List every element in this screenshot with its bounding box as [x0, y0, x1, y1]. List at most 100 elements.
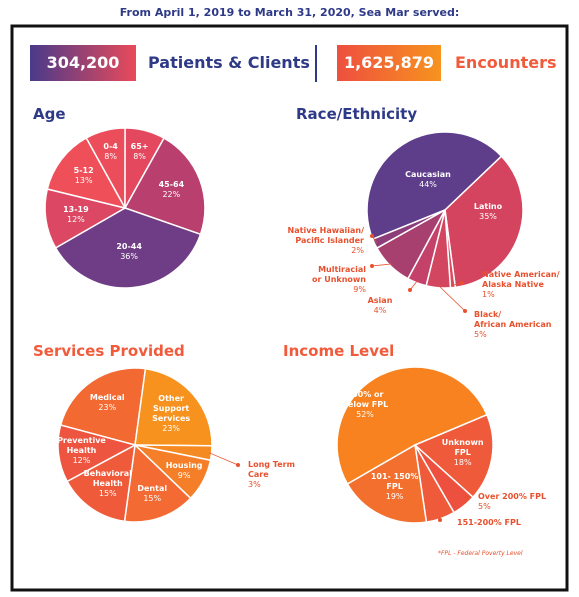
slice-label: Asian 4% [368, 296, 393, 316]
slice-label: Medical 23% [90, 393, 125, 413]
category-label: Preventive Health [57, 436, 106, 456]
slice-label: Other Support Services 23% [152, 394, 190, 434]
category-label: Multiracial or Unknown [311, 265, 366, 284]
category-label: 5-12 [73, 166, 94, 176]
slice-label: 5-12 13% [74, 166, 94, 186]
leader-dot [463, 309, 467, 313]
footnote: *FPL - Federal Poverty Level [438, 550, 523, 557]
category-label: 100% or Below FPL [341, 390, 389, 409]
slice-label: Over 200% FPL 5% [478, 492, 546, 512]
leader-line [438, 285, 466, 312]
value-label: 52% [356, 410, 374, 419]
value-label: 44% [419, 180, 437, 189]
value-label: 5% [474, 330, 487, 339]
slice-label: Black/ African American 5% [474, 310, 551, 340]
category-label: 45-64 [158, 180, 185, 190]
frame [10, 24, 569, 592]
pie-slice [336, 366, 488, 486]
category-label: 13-19 [63, 204, 89, 214]
slice-label: Caucasian 44% [405, 170, 451, 190]
category-label: Behavioral Health [83, 469, 132, 489]
stat-label: Encounters [455, 53, 557, 72]
value-label: 8% [104, 152, 117, 162]
category-label: Housing [165, 460, 203, 470]
leader-line [209, 452, 239, 466]
leader-line [409, 280, 418, 291]
pie-slice [46, 137, 127, 210]
pie-slice [59, 367, 147, 446]
slice-label: Native Hawaiian/ Pacific Islander 2% [288, 226, 364, 256]
value-label: 19% [385, 492, 404, 502]
value-label: 36% [120, 251, 138, 261]
slice-label: Dental 15% [137, 484, 167, 504]
value-label: 8% [133, 152, 146, 162]
category-label: Unknown FPL [441, 438, 484, 458]
slice-label: Long Term Care 3% [248, 460, 295, 490]
category-label: Other Support Services [152, 393, 191, 423]
pie-slice [54, 207, 202, 289]
value-label: 1% [482, 290, 495, 299]
stat-box: 1,625,879 [337, 45, 441, 81]
value-label: 3% [248, 480, 261, 489]
slice-label: 20-44 36% [116, 242, 142, 262]
pie-slice [366, 131, 503, 241]
slice-label: 151-200% FPL [457, 518, 521, 528]
category-label: Medical [89, 393, 125, 403]
category-label: Dental [137, 484, 168, 494]
leader-dot [460, 281, 464, 285]
value-label: 22% [162, 190, 181, 200]
slice-label: Behavioral Health 15% [84, 469, 132, 499]
pie-slice [346, 443, 428, 524]
pie-slice [57, 424, 138, 483]
pie-slice [413, 413, 494, 499]
chart-title: Services Provided [33, 342, 185, 360]
slice-label: 100% or Below FPL 52% [342, 390, 388, 420]
chart-title: Age [33, 105, 66, 123]
category-label: Native Hawaiian/ Pacific Islander [287, 226, 364, 245]
category-label: Caucasian [405, 170, 451, 179]
value-label: 35% [479, 212, 497, 221]
slice-label: Latino 35% [474, 202, 502, 222]
category-label: 65+ [130, 142, 149, 152]
leader-dot [236, 463, 240, 467]
slice-label: Housing 9% [166, 461, 203, 481]
slice-label: Native American/ Alaska Native 1% [482, 270, 559, 300]
value-label: 9% [177, 470, 191, 480]
header-title: From April 1, 2019 to March 31, 2020, Se… [119, 6, 460, 19]
category-label: 151-200% FPL [457, 518, 521, 527]
value-label: 23% [98, 403, 117, 413]
leader-dot [370, 234, 374, 238]
value-label: 13% [74, 176, 93, 186]
slice-label: Unknown FPL 18% [442, 438, 484, 468]
value-label: 15% [98, 489, 117, 499]
pie-slice [444, 155, 524, 289]
category-label: Black/ African American [474, 310, 552, 329]
value-label: 23% [162, 423, 181, 433]
category-label: Long Term Care [248, 460, 295, 479]
value-label: 12% [72, 456, 91, 466]
slice-label: Preventive Health 12% [57, 436, 106, 466]
value-label: 9% [353, 285, 366, 294]
slice-label: 45-64 22% [159, 180, 185, 200]
pie-slice [134, 367, 213, 447]
value-label: 4% [373, 306, 387, 315]
category-label: Latino [473, 202, 503, 211]
leader-dot [370, 264, 374, 268]
slice-label: 13-19 12% [63, 205, 89, 225]
slice-label: 101- 150% FPL 19% [371, 472, 419, 502]
pie-slice [123, 137, 206, 236]
leader-dot [408, 288, 412, 292]
value-label: 5% [478, 502, 491, 511]
pie-slice [66, 443, 136, 523]
value-label: 12% [67, 214, 85, 224]
slice-label: 0-4 8% [103, 142, 117, 162]
leader-line [371, 263, 392, 267]
slice-label: 65+ 8% [131, 142, 149, 162]
category-label: Over 200% FPL [478, 492, 547, 501]
stat-box: 304,200 [30, 45, 136, 81]
leader-dot [438, 518, 442, 522]
value-label: 2% [351, 246, 364, 255]
category-label: Native American/ Alaska Native [482, 270, 560, 289]
